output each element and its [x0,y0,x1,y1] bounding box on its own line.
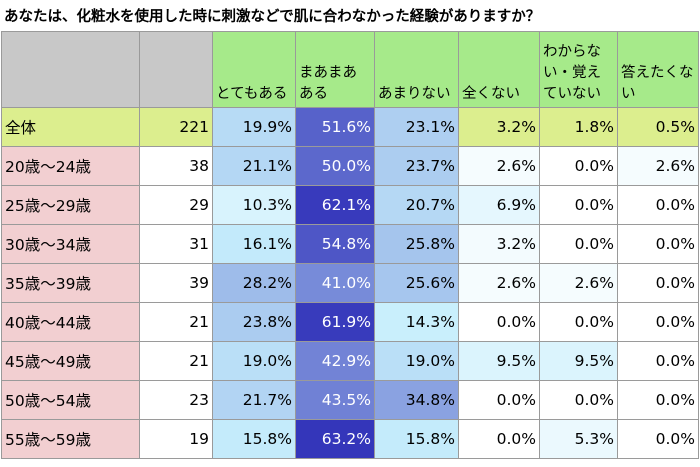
percent-cell: 21.7% [212,380,296,420]
row-label: 50歳～54歳 [1,380,140,420]
percent-cell: 50.0% [295,146,375,186]
percent-cell: 0.0% [617,380,699,420]
percent-cell: 23.1% [374,107,459,147]
percent-cell: 14.3% [374,302,459,342]
percent-cell: 0.0% [458,419,540,459]
table-row-total: 全体 221 19.9% 51.6% 23.1% 3.2% 1.8% 0.5% [1,107,699,147]
column-header: あまりない [374,31,459,108]
percent-cell: 19.0% [374,341,459,381]
row-label: 45歳～49歳 [1,341,140,381]
table-row: 50歳～54歳 23 21.7% 43.5% 34.8% 0.0% 0.0% 0.0% [1,380,699,420]
column-header: わからない・覚えていない [539,31,618,108]
row-label: 25歳～29歳 [1,185,140,225]
row-label: 40歳～44歳 [1,302,140,342]
sample-count: 23 [139,380,213,420]
percent-cell: 42.9% [295,341,375,381]
percent-cell: 0.0% [539,302,618,342]
percent-cell: 19.9% [212,107,296,147]
header-blank-count [139,31,213,108]
percent-cell: 0.0% [458,302,540,342]
percent-cell: 2.6% [539,263,618,303]
percent-cell: 1.8% [539,107,618,147]
column-header: 全くない [458,31,540,108]
table-body: とてもある まあまあある あまりない 全くない わからない・覚えていない 答えた… [1,31,699,459]
table-row: 30歳～34歳 31 16.1% 54.8% 25.8% 3.2% 0.0% 0.0% [1,224,699,264]
sample-count: 21 [139,302,213,342]
row-label: 30歳～34歳 [1,224,140,264]
percent-cell: 63.2% [295,419,375,459]
table-row: 45歳～49歳 21 19.0% 42.9% 19.0% 9.5% 9.5% 0.0% [1,341,699,381]
percent-cell: 0.0% [617,419,699,459]
percent-cell: 43.5% [295,380,375,420]
header-blank-label [1,31,140,108]
row-label: 55歳～59歳 [1,419,140,459]
column-header: まあまあある [295,31,375,108]
percent-cell: 0.0% [539,146,618,186]
percent-cell: 20.7% [374,185,459,225]
header-row: とてもある まあまあある あまりない 全くない わからない・覚えていない 答えた… [1,31,699,108]
percent-cell: 3.2% [458,224,540,264]
percent-cell: 23.8% [212,302,296,342]
percent-cell: 0.0% [617,302,699,342]
percent-cell: 2.6% [617,146,699,186]
table-row: 25歳～29歳 29 10.3% 62.1% 20.7% 6.9% 0.0% 0.0% [1,185,699,225]
sample-count: 19 [139,419,213,459]
percent-cell: 0.0% [617,263,699,303]
percent-cell: 15.8% [212,419,296,459]
percent-cell: 25.8% [374,224,459,264]
percent-cell: 5.3% [539,419,618,459]
page-title: あなたは、化粧水を使用した時に刺激などで肌に合わなかった経験がありますか？ [4,9,541,25]
table-row: 55歳～59歳 19 15.8% 63.2% 15.8% 0.0% 5.3% 0.0% [1,419,699,459]
percent-cell: 16.1% [212,224,296,264]
percent-cell: 9.5% [539,341,618,381]
percent-cell: 41.0% [295,263,375,303]
sample-count: 38 [139,146,213,186]
percent-cell: 25.6% [374,263,459,303]
percent-cell: 21.1% [212,146,296,186]
percent-cell: 10.3% [212,185,296,225]
percent-cell: 9.5% [458,341,540,381]
percent-cell: 3.2% [458,107,540,147]
table-row: 20歳～24歳 38 21.1% 50.0% 23.7% 2.6% 0.0% 2.6% [1,146,699,186]
percent-cell: 0.0% [617,224,699,264]
sample-count: 21 [139,341,213,381]
sample-count: 31 [139,224,213,264]
column-header: 答えたくない [617,31,699,108]
sample-count: 221 [139,107,213,147]
table-row: 40歳～44歳 21 23.8% 61.9% 14.3% 0.0% 0.0% 0.0% [1,302,699,342]
percent-cell: 28.2% [212,263,296,303]
percent-cell: 0.5% [617,107,699,147]
percent-cell: 34.8% [374,380,459,420]
percent-cell: 54.8% [295,224,375,264]
percent-cell: 0.0% [617,341,699,381]
percent-cell: 62.1% [295,185,375,225]
percent-cell: 15.8% [374,419,459,459]
row-label: 全体 [1,107,140,147]
row-label: 35歳～39歳 [1,263,140,303]
sample-count: 39 [139,263,213,303]
percent-cell: 0.0% [539,185,618,225]
column-header: とてもある [212,31,296,108]
percent-cell: 19.0% [212,341,296,381]
table-row: 35歳～39歳 39 28.2% 41.0% 25.6% 2.6% 2.6% 0.0% [1,263,699,303]
percent-cell: 23.7% [374,146,459,186]
survey-table: とてもある まあまあある あまりない 全くない わからない・覚えていない 答えた… [1,31,699,459]
percent-cell: 0.0% [617,185,699,225]
percent-cell: 2.6% [458,263,540,303]
percent-cell: 61.9% [295,302,375,342]
percent-cell: 0.0% [458,380,540,420]
percent-cell: 0.0% [539,224,618,264]
row-label: 20歳～24歳 [1,146,140,186]
sample-count: 29 [139,185,213,225]
percent-cell: 2.6% [458,146,540,186]
percent-cell: 51.6% [295,107,375,147]
percent-cell: 0.0% [539,380,618,420]
percent-cell: 6.9% [458,185,540,225]
